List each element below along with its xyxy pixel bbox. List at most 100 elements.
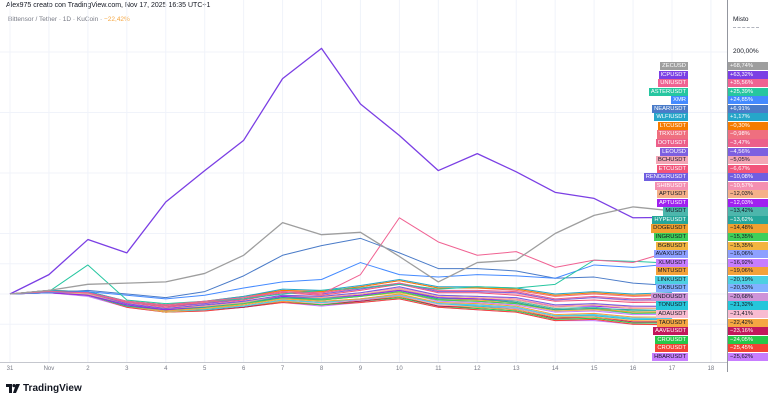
x-tick-label: 9 [358, 366, 363, 372]
price-label-value: −3,47% [728, 138, 768, 148]
price-label-value: +6,91% [728, 104, 768, 113]
x-tick-label: 4 [164, 366, 168, 372]
price-label-value: −24,05% [728, 335, 768, 344]
series-line-nearusdt[interactable] [9, 237, 673, 299]
price-label-symbol: XMR [671, 96, 688, 105]
price-label-value: −20,68% [728, 292, 768, 302]
x-tick-label: 3 [125, 366, 129, 372]
x-tick-label: 7 [280, 366, 285, 372]
price-label-value: −23,16% [728, 327, 768, 336]
price-label-value: −19,06% [728, 267, 768, 276]
price-label-value: −20,19% [728, 275, 768, 284]
price-label-symbol: OKBUSDT [655, 284, 688, 293]
price-label-symbol: DOTUSDT [655, 138, 688, 148]
price-label-value: +35,56% [728, 79, 768, 88]
x-tick-label: 14 [551, 366, 559, 372]
price-label-symbol: TAOUSDT [656, 318, 688, 327]
price-label-value: −0,98% [728, 130, 768, 139]
price-label-symbol: APTUSDT [656, 190, 688, 199]
price-label-symbol: MUSDT [663, 207, 688, 216]
price-label-value: −13,42% [728, 207, 768, 216]
price-label-value: −13,62% [728, 215, 768, 225]
price-label-value: +1,17% [728, 113, 768, 122]
price-label-value: +25,39% [728, 87, 768, 96]
price-label-symbol: MNTUSDT [655, 267, 688, 276]
price-label-symbol: HBARUSDT [652, 352, 688, 361]
price-label-value: −15,35% [728, 233, 768, 242]
scale-mode-label[interactable]: Misto [733, 16, 749, 23]
x-tick-label: 5 [203, 366, 207, 372]
series-line-crousdt[interactable] [9, 292, 672, 326]
x-tick-label: 12 [473, 366, 481, 372]
price-label-symbol: BGBUSDT [655, 241, 688, 250]
price-label-value: −4,56% [728, 147, 768, 156]
price-label-symbol: ADAUSDT [656, 309, 688, 319]
price-label-value: −21,32% [728, 301, 768, 310]
price-label-symbol: LINKUSDT [655, 275, 688, 284]
x-tick-label: 11 [435, 366, 442, 372]
price-label-symbol: INGRUSDT [653, 233, 688, 242]
symbol-legend[interactable]: Bittensor / Tether · 1D · KuCoin · −22,4… [8, 16, 130, 23]
price-label-value: −25,45% [728, 344, 768, 353]
price-label-symbol: RENDERUSDT [643, 173, 688, 182]
price-label-symbol: ASTERUSDT [648, 87, 688, 96]
price-label-symbol: WLFIUSDT [654, 113, 688, 122]
tradingview-logo-icon [6, 384, 20, 393]
x-tick-label: 13 [512, 366, 520, 372]
price-label-symbol: DOGEUSDT [651, 224, 688, 233]
series-line-uniusdt[interactable] [9, 217, 673, 306]
series-line-zecusd[interactable] [9, 206, 673, 295]
series-lines [9, 47, 673, 326]
x-tick-label: 10 [396, 366, 403, 372]
price-label-symbol: ICPUSDT [658, 70, 688, 79]
price-label-symbol: BCHUSDT [655, 156, 688, 165]
scale-tick-200: 200,00% [733, 48, 759, 55]
price-label-value: −6,67% [728, 164, 768, 173]
series-line-dotusdt[interactable] [9, 282, 672, 307]
price-label-value: +24,85% [728, 96, 768, 105]
price-label-value: −12,03% [728, 198, 768, 207]
series-line-icpusdt[interactable] [9, 47, 672, 295]
price-label-symbol: CROUSDT [655, 335, 688, 344]
x-tick-label: Nov [43, 366, 55, 372]
price-label-value: −15,35% [728, 241, 768, 250]
price-label-symbol: LTCUSDT [657, 121, 688, 131]
x-tick-label: 2 [86, 366, 90, 372]
scale-divider [733, 27, 759, 28]
x-tick-label: 15 [590, 366, 598, 372]
price-label-value: +63,32% [728, 70, 768, 79]
price-label-symbol: XLMUSDT [656, 258, 688, 267]
price-label-symbol: LEOUSD [660, 147, 688, 156]
price-label-symbol: TONUSDT [656, 301, 688, 310]
price-label-value: −5,05% [728, 156, 768, 165]
price-label-symbol: ETCUSDT [656, 164, 688, 173]
price-label-value: −10,08% [728, 173, 768, 182]
x-tick-label: 8 [319, 366, 324, 372]
price-label-symbol: ZECUSD [660, 62, 688, 71]
price-label-symbol: CROUSDT [655, 344, 688, 353]
x-tick-label: 16 [629, 366, 637, 372]
price-label-symbol: HYPEUSDT [652, 215, 688, 225]
price-label-symbol: NEARUSDT [652, 104, 688, 113]
price-label-value: −16,06% [728, 250, 768, 259]
attribution-text: Alex975 creato con TradingView.com, Nov … [6, 2, 211, 9]
price-label-symbol: AAVEUSDT [653, 327, 688, 336]
price-label-value: +68,74% [728, 62, 768, 71]
price-label-symbol: UNIUSDT [658, 79, 688, 88]
price-label-value: −20,53% [728, 284, 768, 293]
price-label-value: −21,41% [728, 309, 768, 319]
tradingview-logo[interactable]: TradingView [6, 383, 82, 394]
price-label-symbol: TRXUSDT [656, 130, 688, 139]
series-line-asterusdt[interactable] [9, 259, 673, 305]
price-label-symbol: ONDOUSDT [650, 292, 688, 302]
x-tick-label: 17 [668, 366, 676, 372]
price-label-value: −0,30% [728, 121, 768, 131]
symbol-change: −22,42% [103, 16, 130, 23]
price-label-value: −12,03% [728, 190, 768, 199]
symbol-title: Bittensor / Tether · 1D · KuCoin · [8, 16, 103, 23]
series-line-renderusdt[interactable] [9, 286, 672, 310]
price-label-value: −22,42% [728, 318, 768, 327]
price-label-value: −10,57% [728, 181, 768, 190]
x-tick-label: 6 [241, 366, 246, 372]
